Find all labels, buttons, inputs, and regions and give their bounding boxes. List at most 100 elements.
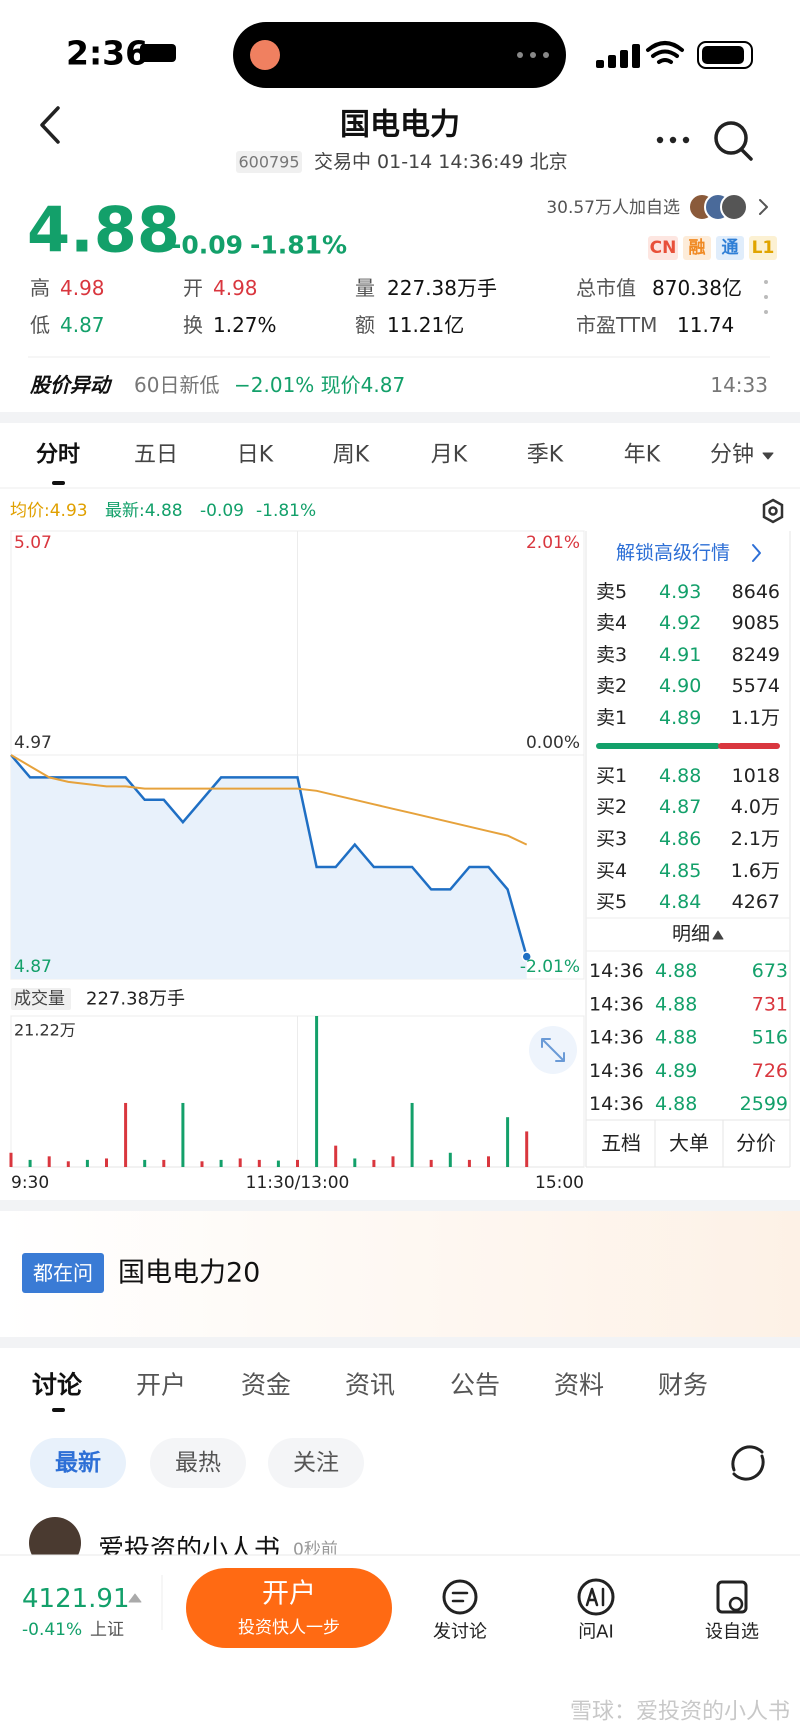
book-tab[interactable]: 五档 — [601, 1131, 641, 1155]
book-tab[interactable]: 大单 — [669, 1131, 709, 1155]
watermark: 雪球：爱投资的小人书 — [570, 1700, 790, 1725]
detail-title: 明细 — [672, 923, 710, 945]
tab[interactable]: 分时 — [36, 443, 80, 468]
x-tick-label: 9:30 — [11, 1173, 49, 1193]
tab[interactable]: 分钟 — [710, 443, 754, 468]
badge — [749, 236, 777, 260]
unlock-link[interactable]: 解锁高级行情 — [616, 542, 730, 564]
book-price: 4.86 — [659, 828, 701, 850]
banner-badge-text: 都在问 — [33, 1261, 93, 1285]
volume-bar — [525, 1131, 529, 1167]
dot — [517, 52, 523, 58]
volume-bar — [105, 1158, 108, 1167]
volume-bar — [296, 1159, 299, 1167]
book-price: 4.88 — [659, 765, 701, 787]
back-button — [40, 106, 60, 144]
volume-bar — [410, 1102, 414, 1167]
book-price: 4.89 — [659, 707, 701, 729]
volume-bar — [66, 1161, 70, 1167]
trade-volume: 731 — [752, 993, 788, 1015]
settings-icon — [762, 498, 784, 524]
badge — [648, 236, 678, 260]
action-label[interactable]: 问AI — [578, 1622, 614, 1643]
alert-text: −2.01% 现价4.87 — [234, 373, 405, 397]
dot — [530, 52, 536, 58]
badge-text: 通 — [722, 238, 739, 258]
bottom-bar — [0, 1555, 800, 1734]
gap — [0, 1200, 800, 1211]
filter-pill — [150, 1438, 246, 1488]
discuss-tab[interactable]: 财务 — [658, 1371, 708, 1400]
legend-pct: -1.81% — [256, 501, 316, 521]
expand-icon — [541, 1038, 565, 1062]
refresh-icon — [731, 1445, 765, 1481]
filter[interactable]: 关注 — [293, 1450, 339, 1476]
discuss-tab[interactable]: 资料 — [554, 1371, 604, 1400]
action-label[interactable]: 设自选 — [705, 1622, 759, 1643]
status-time: 2:36 — [66, 34, 148, 73]
tab[interactable]: 年K — [624, 443, 661, 468]
more-dot — [764, 310, 768, 314]
filter[interactable]: 最热 — [175, 1450, 221, 1476]
tab[interactable]: 季K — [527, 443, 564, 468]
trade-time: 14:36 — [589, 960, 644, 982]
badge-text: 融 — [689, 238, 706, 258]
price: 4.88 — [27, 194, 180, 267]
trade-price: 4.89 — [655, 1060, 697, 1082]
trade-status: 交易中 01-14 14:36:49 北京 — [314, 151, 568, 173]
legend-last: 最新:4.88 — [105, 501, 183, 521]
trade-time: 14:36 — [589, 1093, 644, 1115]
book-volume: 1.6万 — [731, 860, 780, 882]
book-volume: 1018 — [732, 765, 780, 787]
book-label: 买5 — [596, 891, 627, 913]
tab[interactable]: 日K — [237, 443, 274, 468]
volume-bar — [200, 1161, 204, 1167]
book-volume: 9085 — [732, 612, 780, 634]
badge-text: L1 — [752, 238, 775, 258]
index-pct: -0.41% — [22, 1620, 82, 1640]
button-text[interactable]: 开户 — [262, 1579, 316, 1610]
y2-tick-label: 2.01% — [526, 533, 580, 553]
action-label[interactable]: 发讨论 — [433, 1622, 487, 1643]
stat-label: 总市值 — [576, 276, 636, 300]
discuss-tab[interactable]: 开户 — [136, 1371, 186, 1400]
filter[interactable]: 最新 — [55, 1449, 101, 1476]
book-tab[interactable]: 分价 — [736, 1131, 776, 1155]
signal-bar — [596, 60, 604, 68]
trade-time: 14:36 — [589, 993, 644, 1015]
y-tick-label: 5.07 — [14, 533, 52, 553]
y2-tick-label: 0.00% — [526, 733, 580, 753]
discuss-tab[interactable]: 讨论 — [32, 1371, 83, 1400]
legend-avg: 均价:4.93 — [10, 501, 88, 521]
stat-value: 11.74 — [677, 313, 734, 337]
signal-bar — [632, 44, 640, 68]
open-account-button[interactable] — [186, 1568, 392, 1648]
last-point — [521, 951, 532, 962]
volume-bar — [467, 1159, 471, 1167]
discuss-tab[interactable]: 公告 — [450, 1371, 500, 1400]
trade-time: 14:36 — [589, 1060, 644, 1082]
tab[interactable]: 周K — [333, 443, 370, 468]
battery-level — [702, 46, 744, 64]
trade-volume: 726 — [752, 1060, 788, 1082]
bed-icon — [140, 44, 176, 62]
legend-change: -0.09 — [200, 501, 244, 521]
filter-pill — [30, 1438, 126, 1488]
banner-text[interactable]: 国电电力20 — [118, 1258, 260, 1289]
book-label: 卖1 — [596, 707, 627, 729]
book-label: 卖3 — [596, 644, 627, 666]
stat-label: 换 — [183, 313, 203, 337]
signal-bar — [620, 50, 628, 68]
volume-bar — [219, 1159, 223, 1167]
volume-bar — [124, 1102, 128, 1167]
discuss-tab[interactable]: 资金 — [241, 1371, 291, 1400]
tab[interactable]: 月K — [431, 443, 468, 468]
stat-label: 高 — [30, 276, 50, 300]
stock-name: 国电电力 — [340, 108, 460, 143]
tab[interactable]: 五日 — [134, 443, 178, 468]
discuss-tab[interactable]: 资讯 — [345, 1371, 395, 1400]
more-dot — [656, 136, 664, 144]
stat-value: 4.98 — [213, 276, 258, 300]
button-subtext[interactable]: 投资快人一步 — [238, 1618, 340, 1638]
banner — [0, 1211, 800, 1337]
